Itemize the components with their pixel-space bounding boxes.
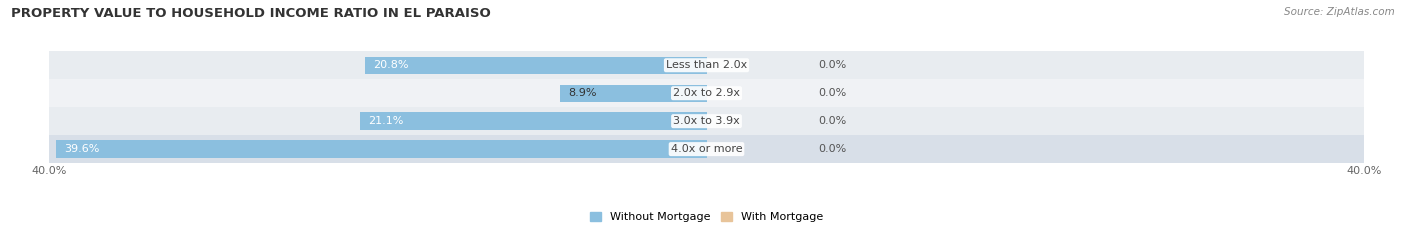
Text: 0.0%: 0.0%	[818, 144, 846, 154]
Text: Source: ZipAtlas.com: Source: ZipAtlas.com	[1284, 7, 1395, 17]
Bar	[56, 140, 707, 158]
Bar	[364, 57, 707, 74]
Bar	[560, 85, 707, 102]
Text: 4.0x or more: 4.0x or more	[671, 144, 742, 154]
Bar	[49, 107, 1364, 135]
Text: 0.0%: 0.0%	[818, 116, 846, 126]
Text: 3.0x to 3.9x: 3.0x to 3.9x	[673, 116, 740, 126]
Text: 20.8%: 20.8%	[373, 60, 408, 70]
Bar	[49, 51, 1364, 79]
Text: Less than 2.0x: Less than 2.0x	[666, 60, 747, 70]
Legend: Without Mortgage, With Mortgage: Without Mortgage, With Mortgage	[585, 208, 828, 227]
Bar	[360, 113, 707, 130]
Text: 0.0%: 0.0%	[818, 60, 846, 70]
Text: 0.0%: 0.0%	[818, 88, 846, 98]
Text: 21.1%: 21.1%	[368, 116, 404, 126]
Text: 39.6%: 39.6%	[65, 144, 100, 154]
Text: 2.0x to 2.9x: 2.0x to 2.9x	[673, 88, 740, 98]
Text: PROPERTY VALUE TO HOUSEHOLD INCOME RATIO IN EL PARAISO: PROPERTY VALUE TO HOUSEHOLD INCOME RATIO…	[11, 7, 491, 20]
Text: 8.9%: 8.9%	[568, 88, 598, 98]
Bar	[49, 79, 1364, 107]
Bar	[49, 135, 1364, 163]
